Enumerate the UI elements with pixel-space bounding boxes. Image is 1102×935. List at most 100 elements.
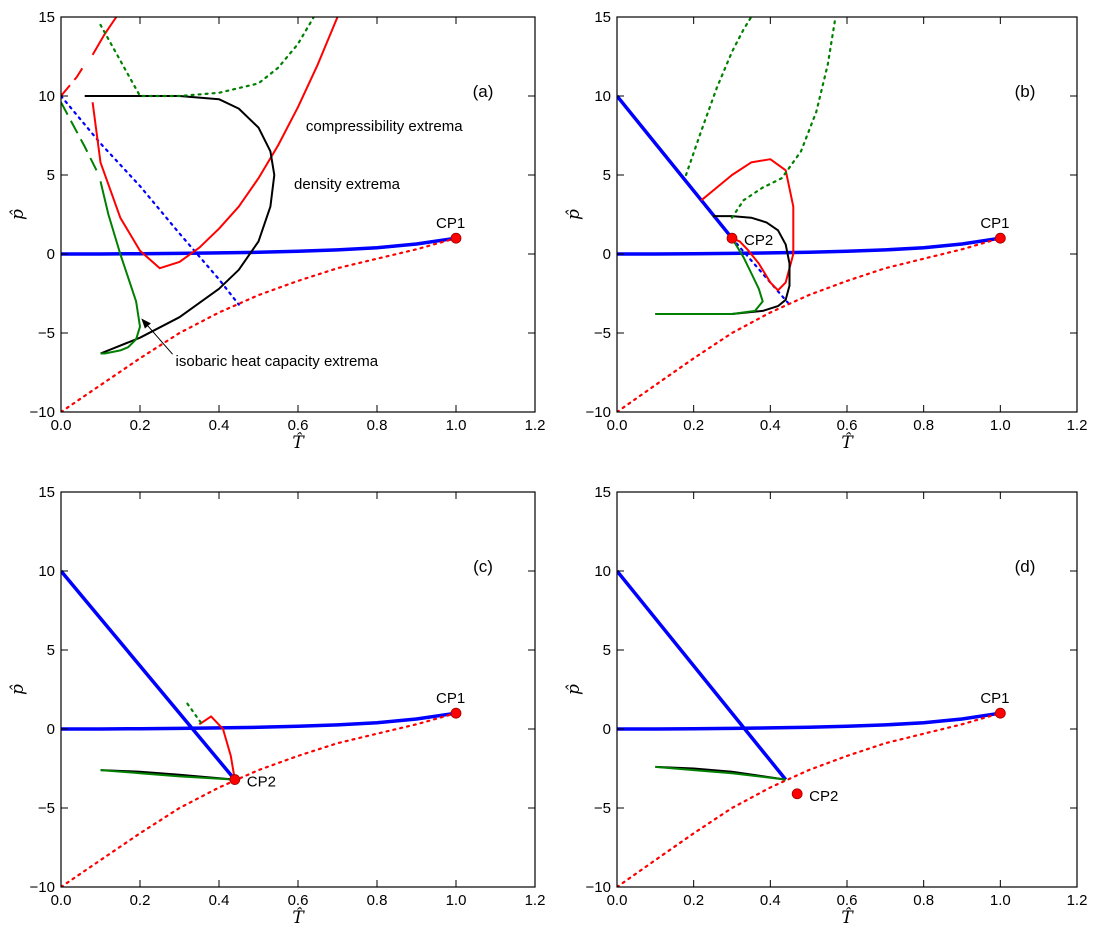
panel-4-series (617, 569, 1002, 887)
y-axis-label: p̂ (8, 209, 28, 220)
series-phase-boundary-metastable (730, 237, 791, 306)
x-axis-label: T̂ (841, 908, 854, 928)
panel-label: (c) (473, 557, 493, 576)
y-tick-label: 0 (47, 246, 55, 263)
panel-3-series (61, 569, 458, 887)
x-tick-label: 0.2 (683, 417, 704, 434)
series-isobaric-heat-capacity-extrema (655, 237, 764, 315)
x-tick-label: 0.2 (130, 892, 151, 909)
critical-point-label-cp2: CP2 (247, 774, 276, 791)
y-axis-label: p̂ (564, 684, 584, 695)
y-tick-label: 10 (38, 88, 55, 105)
x-tick-label: 0.6 (837, 417, 858, 434)
series-phase-boundary-metastable (61, 94, 240, 306)
panel-2: CP1 CP2 0.0 0.2 0.4 0.6 0.8 1.0 1.2 −10 −5 0 5 10 15 T̂… (564, 9, 1087, 453)
y-tick-label: −10 (586, 879, 611, 896)
y-tick-label: 15 (38, 9, 55, 26)
x-axis-label: T̂ (292, 433, 305, 453)
series-heat-capacity-dotted (99, 17, 315, 98)
y-tick-label: −5 (594, 800, 611, 817)
critical-point-cp1 (994, 707, 1006, 719)
series-compressibility-extrema-2 (91, 17, 118, 56)
critical-point-cp2 (726, 232, 738, 244)
series-isobaric-heat-capacity-extrema (99, 181, 141, 355)
series-isobaric-heat-capacity-extrema (655, 765, 786, 781)
y-tick-label: 10 (38, 563, 55, 580)
y-tick-label: 15 (38, 484, 55, 501)
critical-point-label-cp2: CP2 (809, 788, 838, 805)
annotation-0: compressibility extrema (306, 118, 463, 135)
x-tick-label: 1.2 (525, 417, 546, 434)
critical-point-cp1 (994, 232, 1006, 244)
x-tick-label: 0.8 (913, 417, 934, 434)
series-phase-boundary-main (617, 711, 1001, 731)
x-tick-label: 1.2 (1067, 417, 1088, 434)
x-tick-label: 0.0 (51, 417, 72, 434)
x-tick-label: 0.6 (837, 892, 858, 909)
y-tick-label: 0 (47, 721, 55, 738)
x-tick-label: 0.4 (760, 892, 781, 909)
y-tick-label: −5 (38, 800, 55, 817)
series-phase-boundary-upper (617, 94, 734, 240)
critical-point-cp1 (450, 232, 462, 244)
x-tick-label: 0.6 (288, 417, 309, 434)
x-tick-label: 0.2 (683, 892, 704, 909)
series-density-extrema (84, 95, 276, 355)
panel-label: (b) (1015, 82, 1036, 101)
y-tick-label: −10 (30, 404, 55, 421)
series-compressibility-extrema-1 (91, 17, 339, 270)
series-compressibility-spinodal (617, 237, 1002, 412)
y-tick-label: −10 (30, 879, 55, 896)
series-compressibility-extrema-dashed (61, 63, 86, 97)
y-tick-label: −5 (594, 325, 611, 342)
critical-point-cp2 (791, 788, 803, 800)
critical-point-cp2 (229, 774, 241, 785)
series-compressibility-extrema (700, 158, 795, 292)
x-tick-label: 1.2 (525, 892, 546, 909)
series-compressibility-extrema (198, 715, 236, 780)
annotation-1: density extrema (294, 176, 401, 193)
series-heat-capacity-dotted (186, 702, 205, 727)
x-tick-label: 0.2 (130, 417, 151, 434)
x-tick-label: 1.0 (446, 417, 467, 434)
y-tick-label: 15 (594, 484, 611, 501)
series-compressibility-spinodal (61, 712, 458, 887)
critical-point-cp1 (450, 707, 462, 719)
y-tick-label: 15 (594, 9, 611, 26)
panel-label: (a) (473, 82, 494, 101)
series-phase-boundary-main (617, 236, 1001, 256)
y-tick-label: 5 (47, 167, 55, 184)
x-tick-label: 0.8 (367, 417, 388, 434)
x-tick-label: 0.0 (51, 892, 72, 909)
critical-point-label-cp1: CP1 (436, 690, 465, 707)
critical-point-label-cp1: CP1 (980, 215, 1009, 232)
x-tick-label: 0.8 (367, 892, 388, 909)
series-isobaric-heat-capacity-extrema (100, 769, 235, 781)
x-tick-label: 1.2 (1067, 892, 1088, 909)
series-heat-capacity-dotted-2 (730, 17, 837, 219)
x-tick-label: 0.0 (607, 417, 628, 434)
x-axis-label: T̂ (292, 908, 305, 928)
x-tick-label: 0.8 (913, 892, 934, 909)
y-axis-label: p̂ (8, 684, 28, 695)
x-tick-label: 0.6 (288, 892, 309, 909)
y-tick-label: −10 (586, 404, 611, 421)
y-tick-label: 0 (603, 721, 611, 738)
y-axis-label: p̂ (564, 209, 584, 220)
series-phase-boundary-main (61, 711, 457, 731)
x-tick-label: 1.0 (990, 892, 1011, 909)
series-phase-boundary-upper (617, 569, 788, 781)
panel-label: (d) (1015, 557, 1036, 576)
y-tick-label: 5 (603, 167, 611, 184)
y-tick-label: 5 (47, 642, 55, 659)
y-tick-label: 0 (603, 246, 611, 263)
x-tick-label: 0.4 (760, 417, 781, 434)
panel-3: CP1 CP2 0.0 0.2 0.4 0.6 0.8 1.0 1.2 −10 −5 0 5 10 15 T̂… (8, 484, 545, 928)
panel-1: CP1 compressibility extrema density extrem… (8, 9, 545, 453)
series-compressibility-spinodal (61, 237, 458, 412)
series-phase-boundary-main (61, 236, 457, 256)
y-tick-label: 10 (594, 88, 611, 105)
panel-4: CP1 CP2 0.0 0.2 0.4 0.6 0.8 1.0 1.2 −10 −5 0 5 10 15 T̂… (564, 484, 1087, 928)
x-tick-label: 0.0 (607, 892, 628, 909)
